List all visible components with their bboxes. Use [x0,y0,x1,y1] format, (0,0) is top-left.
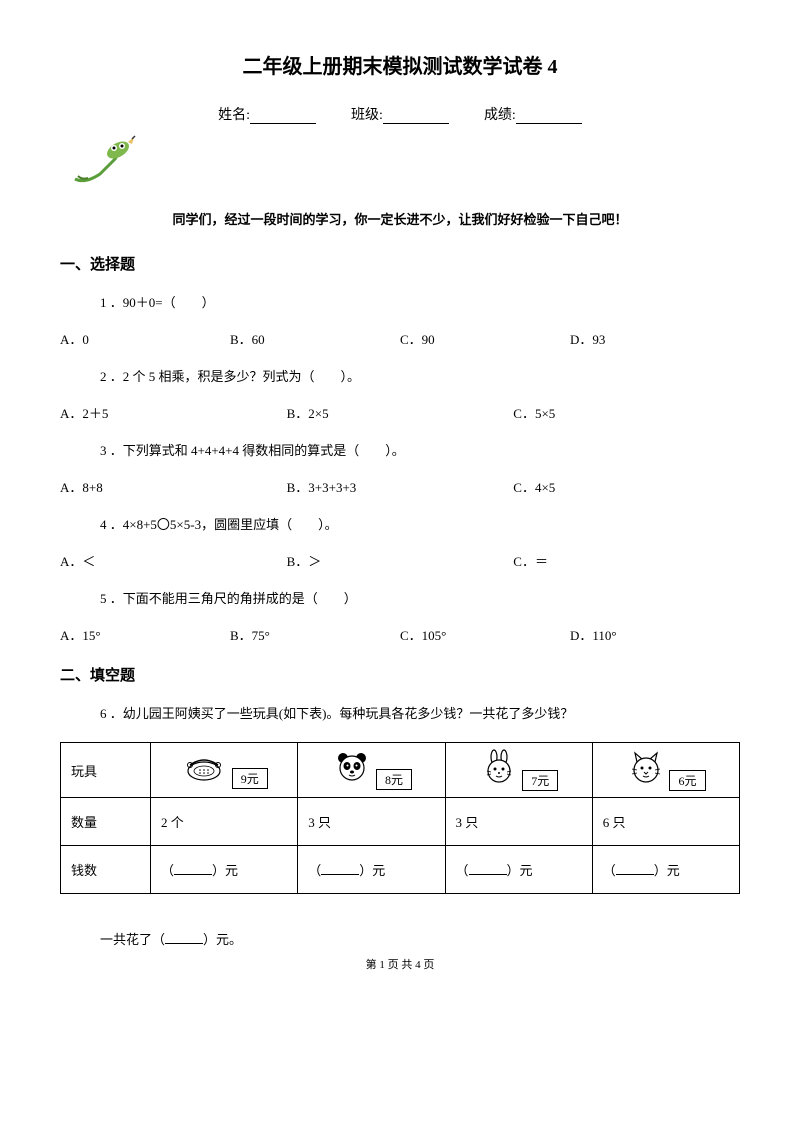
question-5: 5 ．下面不能用三角尺的角拼成的是（ ） [100,588,740,607]
score-label: 成绩: [484,108,516,123]
question-5-options: A．15° B．75° C．105° D．110° [60,625,740,644]
money-4: （）元 [592,846,739,894]
toy-panda-icon [331,750,373,784]
question-1-options: A．0 B．60 C．90 D．93 [60,329,740,348]
opt-5-d: D．110° [570,625,740,644]
toy-cat-icon [626,749,666,785]
money-2: （）元 [298,846,445,894]
total-line: 一共花了（）元。 [100,929,740,948]
money-1: （）元 [151,846,298,894]
toy-price-1: 9元 [232,768,268,789]
opt-3-a: A．8+8 [60,477,287,496]
section-2-header: 二、填空题 [60,664,740,685]
row-toy-label: 玩具 [61,743,151,798]
row-qty-label: 数量 [61,798,151,846]
row-money-label: 钱数 [61,846,151,894]
question-3-options: A．8+8 B．3+3+3+3 C．4×5 [60,477,740,496]
opt-5-c: C．105° [400,625,570,644]
page-title: 二年级上册期末模拟测试数学试卷 4 [60,50,740,79]
toy-cell-4: 6元 [592,743,739,798]
toy-price-4: 6元 [669,770,705,791]
toy-cell-2: 8元 [298,743,445,798]
opt-2-c: C．5×5 [513,403,740,422]
question-4-options: A．＜ B．＞ C．＝ [60,551,740,570]
question-6: 6 ．幼儿园王阿姨买了一些玩具(如下表)。每种玩具各花多少钱？一共花了多少钱？ [100,703,740,722]
qty-2: 3 只 [298,798,445,846]
opt-1-d: D．93 [570,329,740,348]
opt-4-a: A．＜ [60,551,287,570]
opt-1-c: C．90 [400,329,570,348]
question-1: 1 ．90＋0=（ ） [100,292,740,311]
toy-cell-1: 9元 [151,743,298,798]
class-label: 班级: [351,108,383,123]
opt-3-c: C．4×5 [513,477,740,496]
name-blank [250,123,316,124]
opt-4-b: B．＞ [287,551,514,570]
score-blank [516,123,582,124]
name-label: 姓名: [218,108,250,123]
question-2: 2 ．2 个 5 相乘，积是多少？列式为（ ）。 [100,366,740,385]
question-4: 4 ．4×8+5〇5×5-3，圆圈里应填（ ）。 [100,514,740,533]
opt-1-b: B．60 [230,329,400,348]
opt-3-b: B．3+3+3+3 [287,477,514,496]
qty-1: 2 个 [151,798,298,846]
opt-5-b: B．75° [230,625,400,644]
class-blank [383,123,449,124]
qty-4: 6 只 [592,798,739,846]
opt-4-c: C．＝ [513,551,740,570]
toy-price-2: 8元 [376,769,412,790]
page-footer: 第 1 页 共 4 页 [60,956,740,972]
opt-1-a: A．0 [60,329,230,348]
toy-table: 玩具 9元 [60,742,740,894]
section-1-header: 一、选择题 [60,253,740,274]
money-3: （）元 [445,846,592,894]
question-2-options: A．2＋5 B．2×5 C．5×5 [60,403,740,422]
pencil-icon [70,134,740,194]
question-3: 3 ．下列算式和 4+4+4+4 得数相同的算式是（ ）。 [100,440,740,459]
opt-2-a: A．2＋5 [60,403,287,422]
toy-rabbit-icon [479,749,519,785]
qty-3: 3 只 [445,798,592,846]
toy-cell-3: 7元 [445,743,592,798]
toy-price-3: 7元 [522,770,558,791]
opt-2-b: B．2×5 [287,403,514,422]
student-info-row: 姓名: 班级: 成绩: [60,104,740,124]
intro-text: 同学们，经过一段时间的学习，你一定长进不少，让我们好好检验一下自己吧！ [60,209,740,228]
opt-5-a: A．15° [60,625,230,644]
toy-phone-icon [180,751,228,783]
